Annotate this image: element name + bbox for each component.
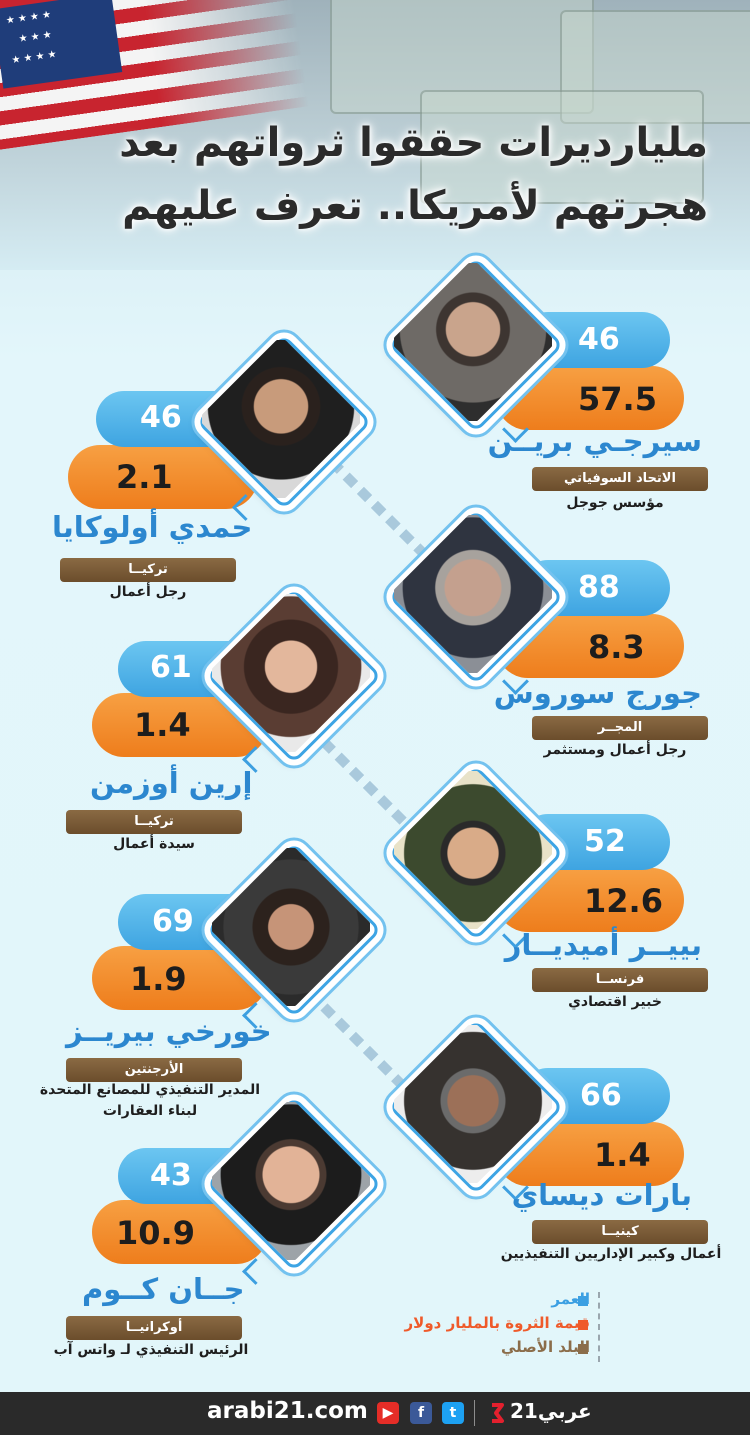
- country-tag: كينيــا: [532, 1220, 708, 1244]
- job-title: رجل أعمال: [109, 584, 187, 600]
- worth-value: 1.4: [134, 706, 191, 744]
- page-title-line1: مليارديرات حققوا ثرواتهم بعد: [119, 120, 708, 166]
- worth-value: 57.5: [578, 380, 657, 418]
- job-title: المدير التنفيذي للمصانع المتحدة لبناء ال…: [30, 1080, 270, 1122]
- country-tag: أوكرانيــا: [66, 1316, 242, 1340]
- dollar-bill-image: [420, 90, 704, 204]
- facebook-icon[interactable]: f: [410, 1402, 432, 1424]
- age-value: 46: [140, 400, 182, 435]
- job-title: أعمال وكبير الإداريين التنفيذيين: [500, 1246, 722, 1262]
- footer-bar: arabi21.com ▶ f t عربي21: [0, 1392, 750, 1435]
- age-value: 66: [580, 1078, 622, 1113]
- dollar-bill-image: [560, 10, 750, 124]
- country-tag: الاتحاد السوفياتي: [532, 467, 708, 491]
- site-url-link[interactable]: arabi21.com: [207, 1398, 368, 1424]
- person-name: خورخي بيريــز: [66, 1014, 272, 1048]
- twitter-icon[interactable]: t: [442, 1402, 464, 1424]
- person-name: سيرجـي بريــن: [487, 424, 702, 458]
- job-title: الرئيس التنفيذي لـ واتس آب: [53, 1342, 249, 1358]
- job-title: خبير اقتصادي: [568, 994, 662, 1010]
- worth-value: 2.1: [116, 458, 173, 496]
- legend-country-label: البلد الأصلي: [500, 1338, 590, 1356]
- age-value: 43: [150, 1158, 192, 1193]
- legend-worth-swatch: [578, 1320, 588, 1330]
- person-name: جــان كــوم: [82, 1272, 245, 1306]
- page-title-line2: هجرتهم لأمريكا.. تعرف عليهم: [122, 183, 708, 229]
- dotted-connector: [328, 458, 442, 572]
- worth-pill: [68, 445, 258, 509]
- person-name: حمدي أولوكايا: [52, 510, 253, 544]
- job-title: سيدة أعمال: [113, 836, 195, 852]
- youtube-icon[interactable]: ▶: [377, 1402, 399, 1424]
- person-name: بارات ديساي: [511, 1178, 692, 1212]
- brand-logo-text: عربي21: [510, 1399, 592, 1423]
- age-value: 69: [152, 904, 194, 939]
- legend-age-swatch: [578, 1296, 588, 1306]
- worth-value: 12.6: [584, 882, 663, 920]
- worth-value: 1.4: [594, 1136, 651, 1174]
- job-title-line2: لبناء العقارات: [102, 1103, 198, 1119]
- job-title-line1: المدير التنفيذي للمصانع المتحدة: [39, 1082, 261, 1098]
- job-title: مؤسس جوجل: [566, 495, 664, 511]
- person-name: جورج سوروس: [493, 676, 702, 710]
- legend-age-label: العمر: [551, 1290, 590, 1308]
- person-name: بييــر أميديــار: [504, 928, 702, 962]
- header-banner: ★ ★ ★ ★ ★ ★ ★ ★ ★ ★ ★ مليارديرات حققوا ث…: [0, 0, 750, 270]
- job-title: رجل أعمال ومستثمر: [543, 742, 687, 758]
- worth-value: 8.3: [588, 628, 645, 666]
- arabi21-logo-icon: [492, 1403, 504, 1423]
- country-tag: فرنســا: [532, 968, 708, 992]
- age-value: 61: [150, 650, 192, 685]
- legend-country-swatch: [578, 1344, 588, 1354]
- worth-value: 1.9: [130, 960, 187, 998]
- country-tag: تركيــا: [60, 558, 236, 582]
- legend-divider: [598, 1292, 600, 1362]
- legend-worth-label: قيمة الثروة بالمليار دولار: [404, 1314, 590, 1332]
- country-tag: تركيــا: [66, 810, 242, 834]
- age-value: 88: [578, 570, 620, 605]
- age-value: 46: [578, 322, 620, 357]
- footer-divider: [474, 1400, 475, 1426]
- age-value: 52: [584, 824, 626, 859]
- country-tag: المجــر: [532, 716, 708, 740]
- country-tag: الأرجنتين: [66, 1058, 242, 1082]
- person-name: إرين أوزمن: [90, 766, 253, 800]
- dollar-bill-image: [330, 0, 594, 114]
- worth-value: 10.9: [116, 1214, 195, 1252]
